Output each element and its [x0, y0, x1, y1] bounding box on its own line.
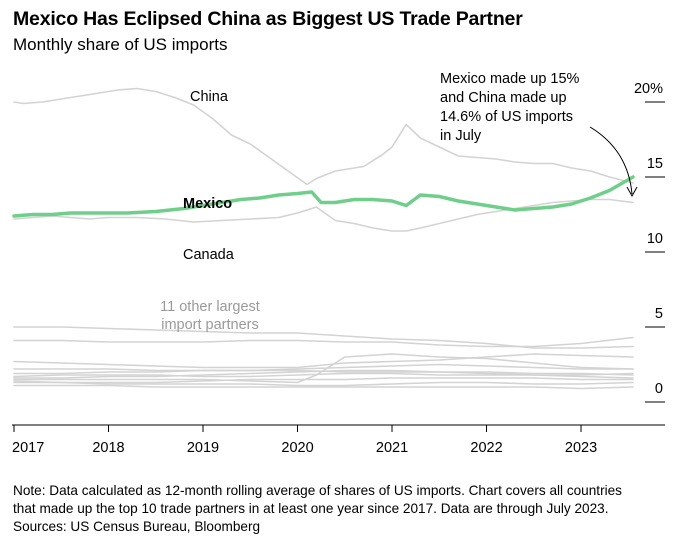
- label-others-line-1: 11 other largest: [160, 299, 260, 315]
- y-tick-label: 0: [655, 381, 663, 397]
- x-tick-label: 2021: [376, 440, 408, 456]
- line-chart: 20% 15 10 5 0 2017 2018 2019 2020 2021 2022 2023 Ch…: [12, 71, 665, 456]
- label-others-line-2: import partners: [161, 317, 259, 333]
- chart-title: Mexico Has Eclipsed China as Biggest US …: [13, 8, 523, 30]
- footnote-line-1: Note: Data calculated as 12-month rollin…: [13, 483, 622, 498]
- series-line-other-partner: [13, 353, 634, 384]
- x-tick-label: 2020: [281, 440, 313, 456]
- series-line-other-partner: [13, 377, 634, 384]
- series-line-other-partner: [13, 363, 634, 372]
- other-partners-lines: [13, 326, 634, 390]
- label-layer: China Mexico Canada 11 other largest imp…: [160, 71, 638, 333]
- series-line-other-partner: [13, 384, 634, 390]
- footnote: Note: Data calculated as 12-month rollin…: [13, 482, 673, 536]
- annotation-arrowhead: [626, 186, 638, 198]
- series-line-other-partner: [13, 336, 634, 348]
- series-line-other-partner: [13, 353, 634, 369]
- footnote-line-3: Sources: US Census Bureau, Bloomberg: [13, 519, 261, 534]
- y-tick-label: 20%: [634, 81, 663, 97]
- series-line-china: [13, 87, 634, 186]
- x-tick-label: 2022: [470, 440, 502, 456]
- footnote-line-2: that made up the top 10 trade partners i…: [13, 501, 609, 516]
- y-tick-label: 15: [647, 156, 663, 172]
- x-tick-label: 2017: [12, 440, 44, 456]
- annotation-line-3: 14.6% of US imports: [440, 109, 573, 125]
- y-tick-label: 10: [647, 231, 663, 247]
- annotation-line-1: Mexico made up 15%: [440, 71, 580, 87]
- x-tick-label: 2018: [92, 440, 124, 456]
- label-china: China: [190, 89, 229, 105]
- series-line-mexico: [12, 175, 635, 218]
- series-line-other-partner: [13, 381, 634, 387]
- annotation-arrow: [589, 126, 633, 195]
- annotation-line-2: and China made up: [440, 90, 567, 106]
- series-line-other-partner: [13, 326, 634, 349]
- main-partner-lines: [12, 87, 635, 232]
- annotation-line-4: in July: [440, 128, 482, 144]
- series-line-canada: [13, 198, 634, 232]
- chart-subtitle: Monthly share of US imports: [13, 35, 228, 54]
- grid-layer: 20% 15 10 5 0 2017 2018 2019 2020 2021 2022 2023: [12, 81, 665, 456]
- x-tick-label: 2019: [187, 440, 219, 456]
- label-canada: Canada: [183, 247, 235, 263]
- y-tick-label: 5: [655, 306, 663, 322]
- label-mexico: Mexico: [183, 196, 232, 212]
- x-tick-label: 2023: [565, 440, 597, 456]
